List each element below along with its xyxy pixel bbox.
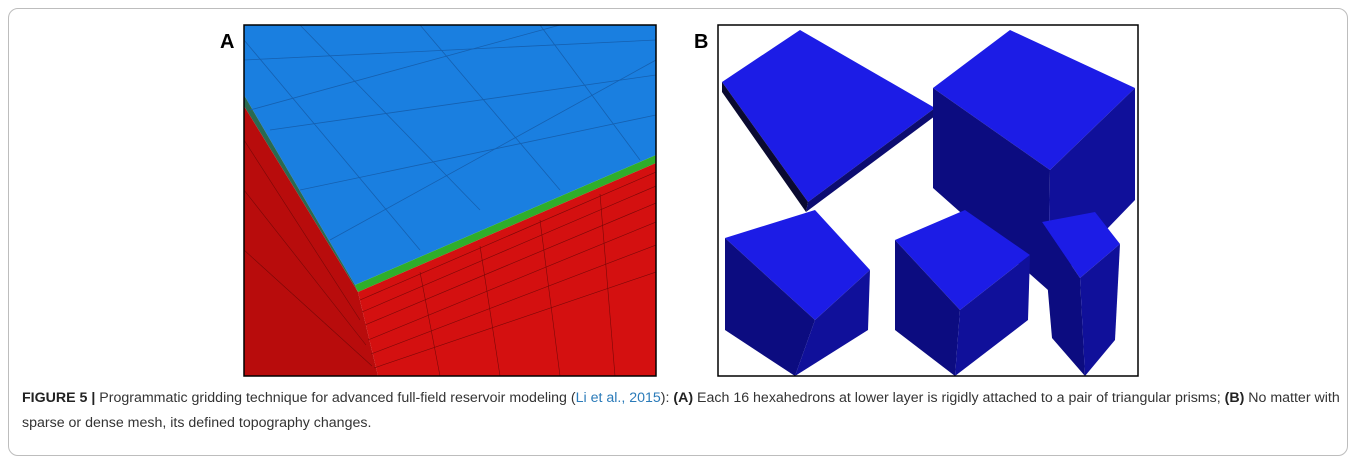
figure-caption: FIGURE 5 | Programmatic gridding techniq… <box>22 386 1340 436</box>
panel-label: B <box>694 31 708 53</box>
panel-ref: (A) <box>673 390 693 406</box>
figure-panels: A B <box>0 0 1357 380</box>
figure-label: FIGURE 5 | <box>22 390 95 406</box>
panel-b-image <box>722 30 1135 376</box>
panel-label: A <box>220 31 234 53</box>
panel-ref: (B) <box>1225 390 1245 406</box>
panel-a-image <box>244 25 656 376</box>
caption-text: Each 16 hexahedrons at lower layer is ri… <box>693 390 1225 406</box>
page: {"panels": [{"label": "A"}, {"label": "B… <box>0 0 1357 465</box>
caption-text: ): <box>661 390 674 406</box>
caption-text: Programmatic gridding technique for adva… <box>95 390 575 406</box>
citation-link[interactable]: Li et al., 2015 <box>576 390 661 406</box>
